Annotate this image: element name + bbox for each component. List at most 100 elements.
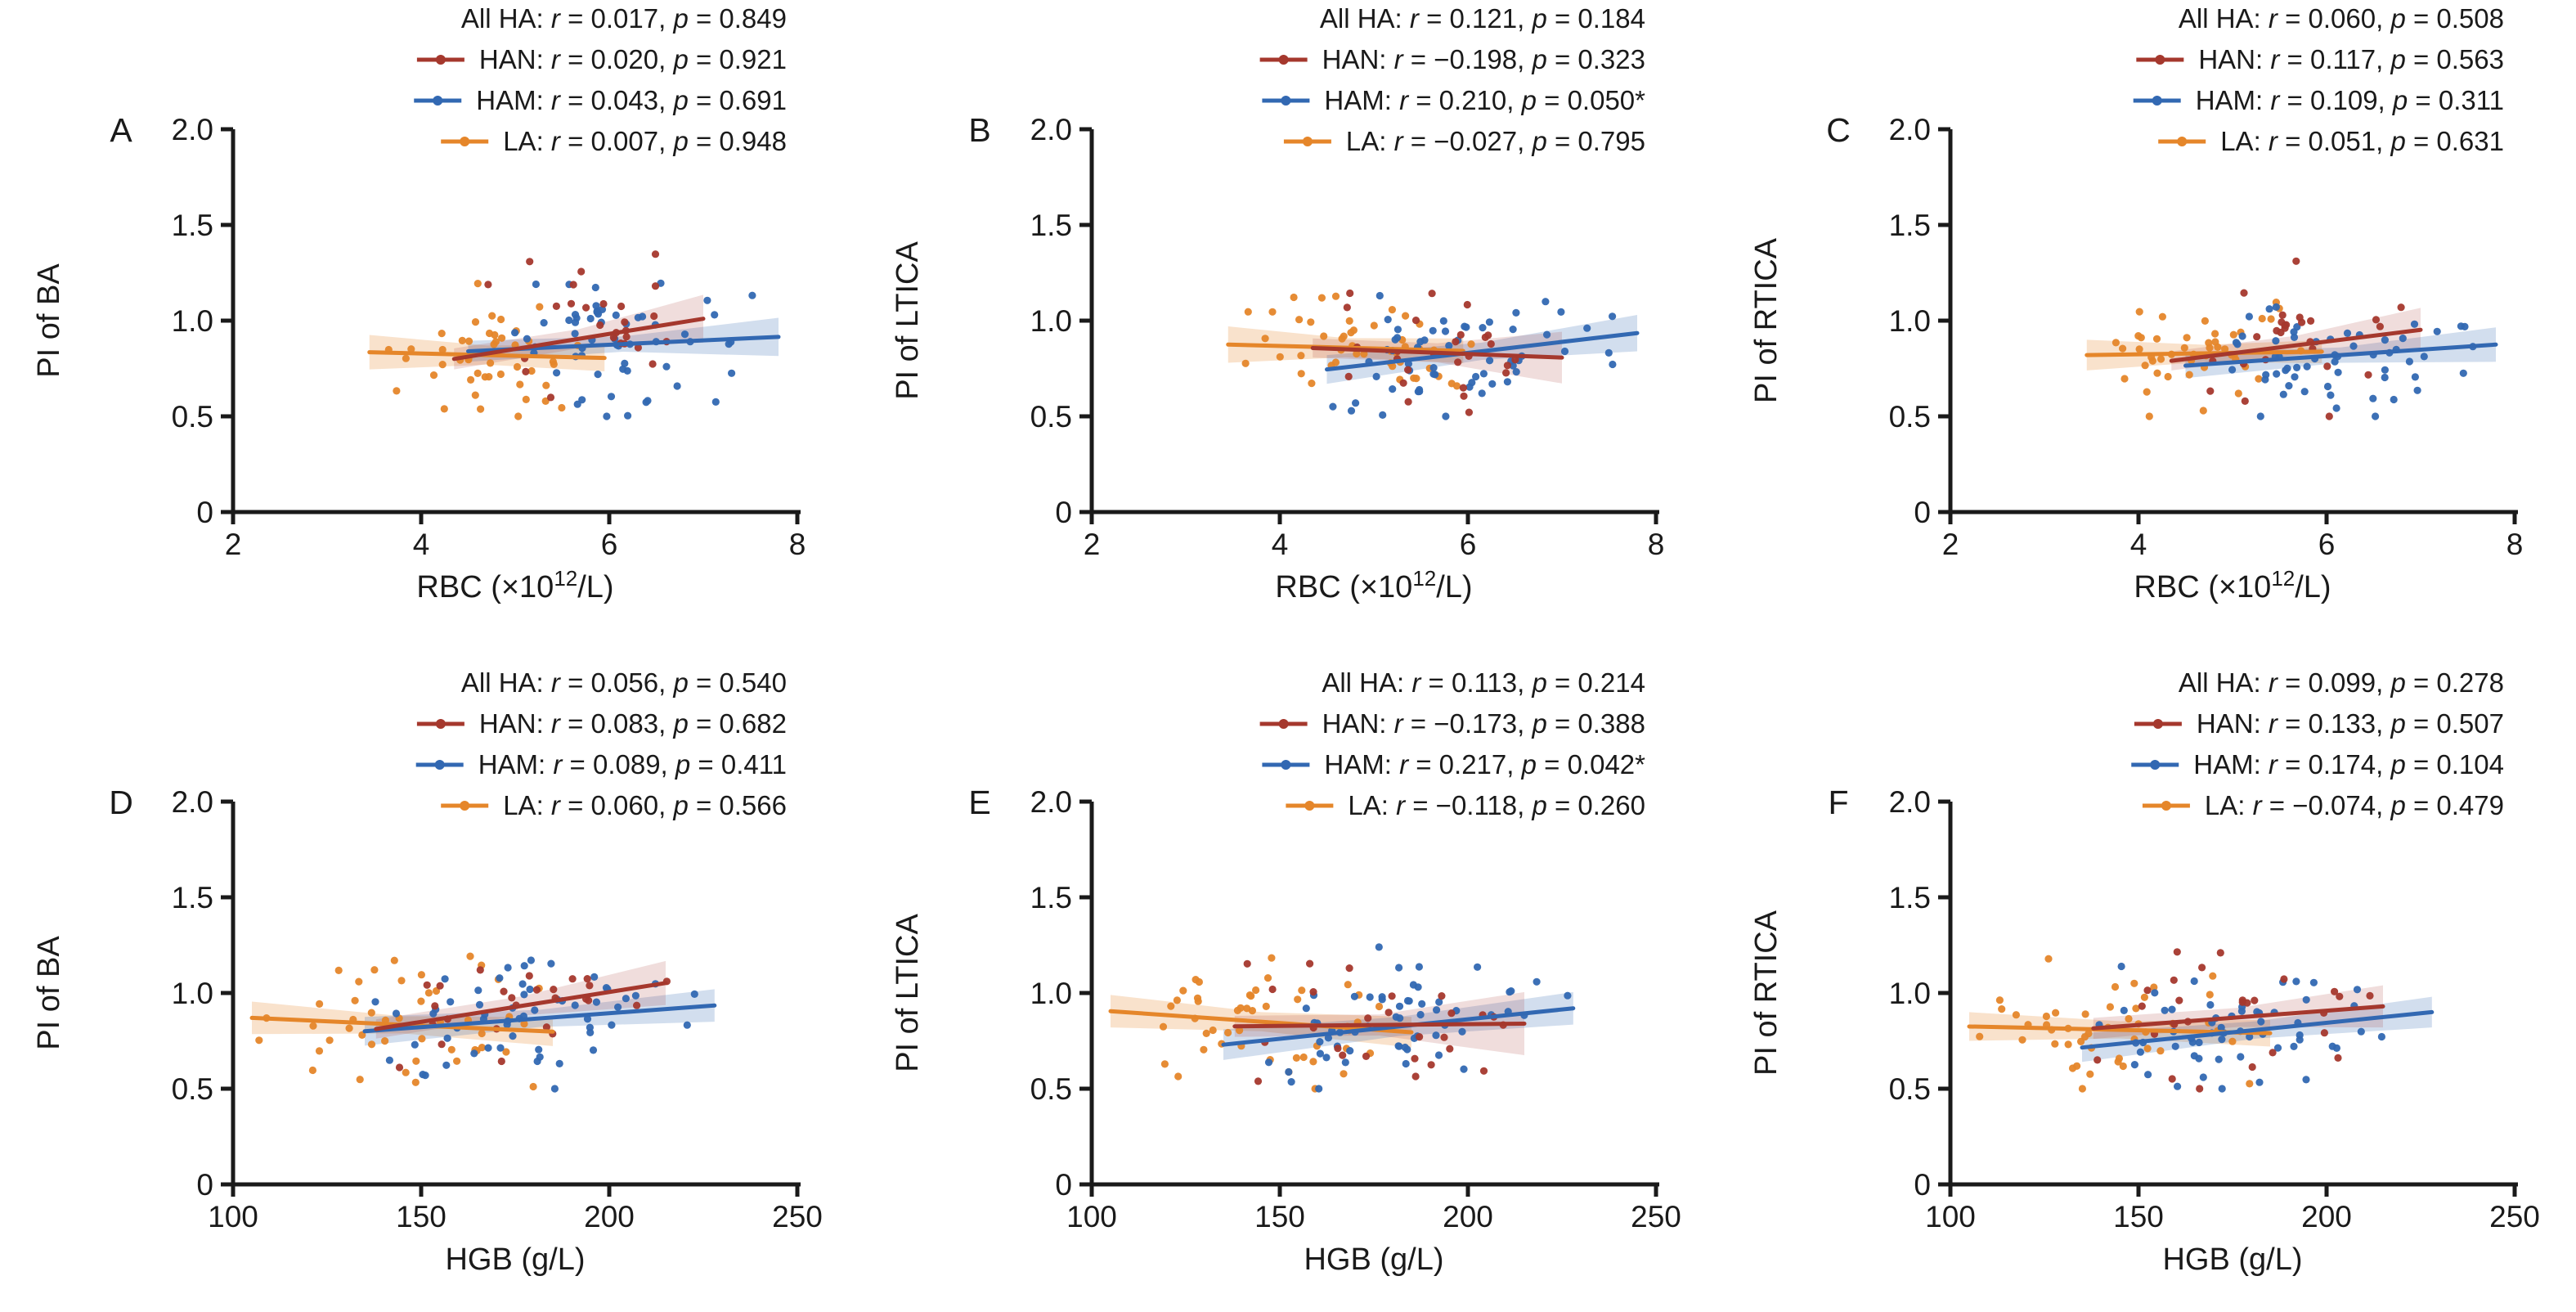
data-point	[1263, 974, 1272, 982]
panel-C: 0 0.5 1.0 1.5 2.0 2 4 6 8 PI of RTICA RBC (×1012/L…	[1749, 3, 2524, 604]
data-point	[2012, 1011, 2020, 1019]
data-point	[591, 283, 599, 292]
data-point	[411, 1078, 420, 1086]
trend-line-ham	[362, 1003, 717, 1034]
data-point	[550, 360, 558, 368]
data-point	[2094, 1056, 2102, 1064]
x-tick-label: 250	[772, 1200, 823, 1233]
data-point	[1404, 398, 1412, 406]
axes	[221, 127, 801, 524]
axes	[1079, 127, 1659, 524]
data-point	[2325, 412, 2333, 420]
data-point	[2228, 1037, 2237, 1045]
data-point	[1502, 369, 1510, 377]
x-tick-label: 8	[2506, 528, 2524, 561]
data-point	[2296, 1036, 2304, 1044]
data-point	[2120, 1006, 2128, 1014]
data-point	[1384, 316, 1392, 324]
data-point	[1268, 985, 1277, 994]
data-point	[2461, 322, 2469, 330]
data-point	[2218, 1085, 2226, 1093]
data-point	[2323, 362, 2331, 371]
x-axis-title: HGB (g/L)	[445, 1242, 585, 1277]
data-point	[1485, 318, 1493, 326]
data-point	[470, 1049, 478, 1058]
data-point	[1268, 954, 1276, 962]
data-point	[621, 359, 629, 367]
legend-entry-ham: HAM: r = 0.217, p = 0.042*	[1262, 749, 1645, 780]
trend-line-ham	[2080, 1009, 2435, 1050]
trend-line-han	[451, 317, 706, 362]
scatter-points-ham	[1329, 291, 1617, 420]
legend: All HA: r = 0.099, p = 0.278 HAN: r = 0.1…	[2131, 667, 2504, 820]
data-point	[2134, 332, 2143, 340]
data-point	[471, 391, 479, 399]
data-point	[1174, 1072, 1183, 1081]
data-point	[526, 985, 534, 994]
legend-label: LA: r = 0.007, p = 0.948	[503, 126, 787, 156]
data-point	[2018, 1036, 2026, 1044]
data-point	[309, 1022, 317, 1030]
data-point	[484, 281, 492, 289]
data-point	[2327, 391, 2335, 399]
data-point	[612, 311, 620, 319]
data-point	[1236, 1004, 1245, 1012]
data-point	[1389, 362, 1397, 371]
data-point	[589, 1046, 598, 1054]
legend-entry-all: All HA: r = 0.121, p = 0.184	[1320, 3, 1645, 34]
data-point	[2328, 1042, 2336, 1050]
x-tick-label: 100	[1066, 1200, 1117, 1233]
data-point	[634, 313, 642, 321]
data-point	[497, 315, 505, 324]
data-point	[1294, 995, 1302, 1004]
data-point	[2117, 962, 2125, 971]
data-point	[2145, 412, 2153, 420]
data-point	[1393, 326, 1402, 334]
data-point	[438, 330, 446, 338]
axes	[1938, 799, 2518, 1197]
data-point	[2168, 1075, 2176, 1083]
data-point	[2381, 373, 2389, 382]
legend-marker-dot	[1304, 801, 1315, 811]
data-point	[1159, 1022, 1168, 1031]
trend-line-ham	[2183, 342, 2498, 368]
data-point	[1302, 1004, 1310, 1013]
x-axis-title: RBC (×1012/L)	[416, 566, 613, 604]
data-point	[485, 329, 494, 338]
data-point	[1395, 1042, 1403, 1050]
x-tick-label: 6	[2318, 528, 2336, 561]
legend-label: HAN: r = 0.117, p = 0.563	[2198, 44, 2504, 74]
data-point	[1391, 335, 1399, 344]
data-point	[608, 1021, 616, 1029]
data-point	[1202, 1029, 1210, 1037]
data-point	[1995, 996, 2004, 1004]
data-point	[436, 982, 444, 990]
data-point	[496, 1044, 505, 1052]
data-point	[2199, 1073, 2207, 1081]
data-point	[2125, 1014, 2133, 1023]
legend-marker-dot	[1278, 55, 1289, 65]
data-point	[2390, 395, 2398, 404]
data-point	[2433, 327, 2441, 335]
data-point	[532, 986, 541, 994]
scatter-points	[1976, 948, 2385, 1093]
legend: All HA: r = 0.121, p = 0.184 HAN: r = −0.…	[1259, 3, 1645, 156]
data-point	[2272, 337, 2280, 345]
data-point	[1287, 1078, 1295, 1086]
data-point	[2161, 1006, 2169, 1014]
data-point	[2279, 390, 2287, 398]
data-point	[2291, 373, 2299, 381]
y-tick-label: 1.5	[1030, 881, 1072, 914]
data-point	[392, 1009, 401, 1018]
data-point	[2332, 404, 2340, 412]
y-tick-label: 1.0	[1030, 304, 1072, 338]
data-point	[1244, 308, 1252, 316]
data-point	[1344, 981, 1352, 989]
data-point	[1179, 986, 1187, 995]
data-point	[2413, 386, 2421, 394]
data-point	[1481, 333, 1489, 341]
data-point	[1331, 358, 1340, 366]
data-point	[571, 1001, 579, 1009]
data-point	[2144, 1071, 2152, 1079]
data-point	[2218, 1036, 2226, 1044]
